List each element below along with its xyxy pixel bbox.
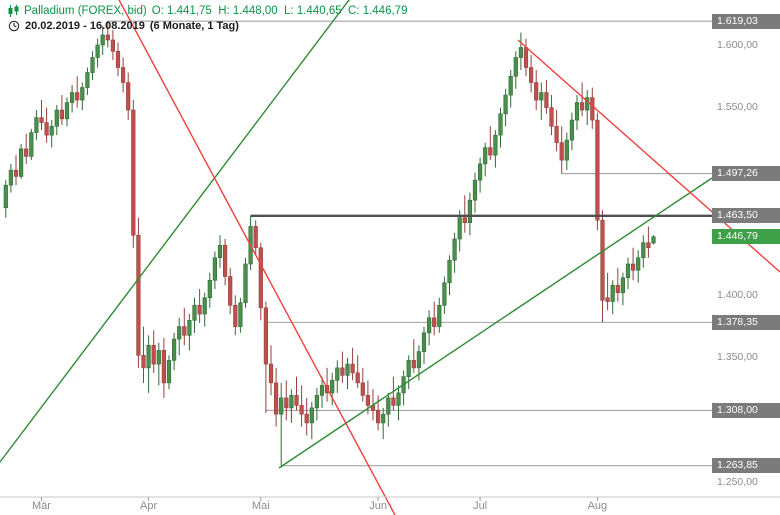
date-range: 20.02.2019 - 16.08.2019: [25, 20, 145, 32]
month-label-apr: Apr: [140, 500, 158, 512]
price-tick: 1.350,00: [717, 351, 758, 364]
candles-group: [3, 21, 656, 466]
month-label-jul: Jul: [473, 500, 488, 512]
timeframe: (6 Monate, 1 Tag): [149, 20, 239, 32]
level-price-badge: 1.378,35: [712, 314, 780, 330]
price-axis: 1.600,00 1.550,00 1.400,00 1.350,00 1.250,00…: [712, 0, 780, 515]
instrument-name: Palladium (FOREX, bid): [24, 5, 147, 17]
current-price-badge: 1.446,79: [712, 229, 780, 245]
support-resistance-lines: [107, 20, 712, 467]
price-tick: 1.550,00: [717, 101, 758, 114]
time-axis: Mär Apr Mai Jun Jul Aug: [0, 498, 712, 515]
level-price-badge: 1.263,85: [712, 458, 780, 474]
clock-icon: [8, 20, 20, 32]
level-price-badge: 1.497,26: [712, 166, 780, 182]
month-label-mai: Mai: [251, 500, 270, 512]
month-label-jun: Jun: [369, 500, 387, 512]
month-label-aug: Aug: [587, 500, 608, 512]
ohlc-readout: O: 1.441,75 H: 1.448,00 L: 1.440,65 C: 1…: [151, 5, 408, 17]
level-price-badge: 1.463,50: [712, 208, 780, 224]
price-tick: 1.400,00: [717, 288, 758, 301]
chart-header: Palladium (FOREX, bid) O: 1.441,75 H: 1.…: [8, 5, 407, 32]
level-price-badge: 1.619,03: [712, 13, 780, 29]
month-label-mär: Mär: [32, 500, 51, 512]
instrument-row: Palladium (FOREX, bid) O: 1.441,75 H: 1.…: [8, 5, 407, 17]
time-axis-line: [0, 496, 780, 501]
price-tick: 1.600,00: [717, 38, 758, 51]
instrument-icon: [8, 5, 19, 17]
date-row: 20.02.2019 - 16.08.2019 (6 Monate, 1 Tag…: [8, 20, 407, 32]
level-price-badge: 1.308,00: [712, 402, 780, 418]
price-tick: 1.250,00: [717, 476, 758, 489]
